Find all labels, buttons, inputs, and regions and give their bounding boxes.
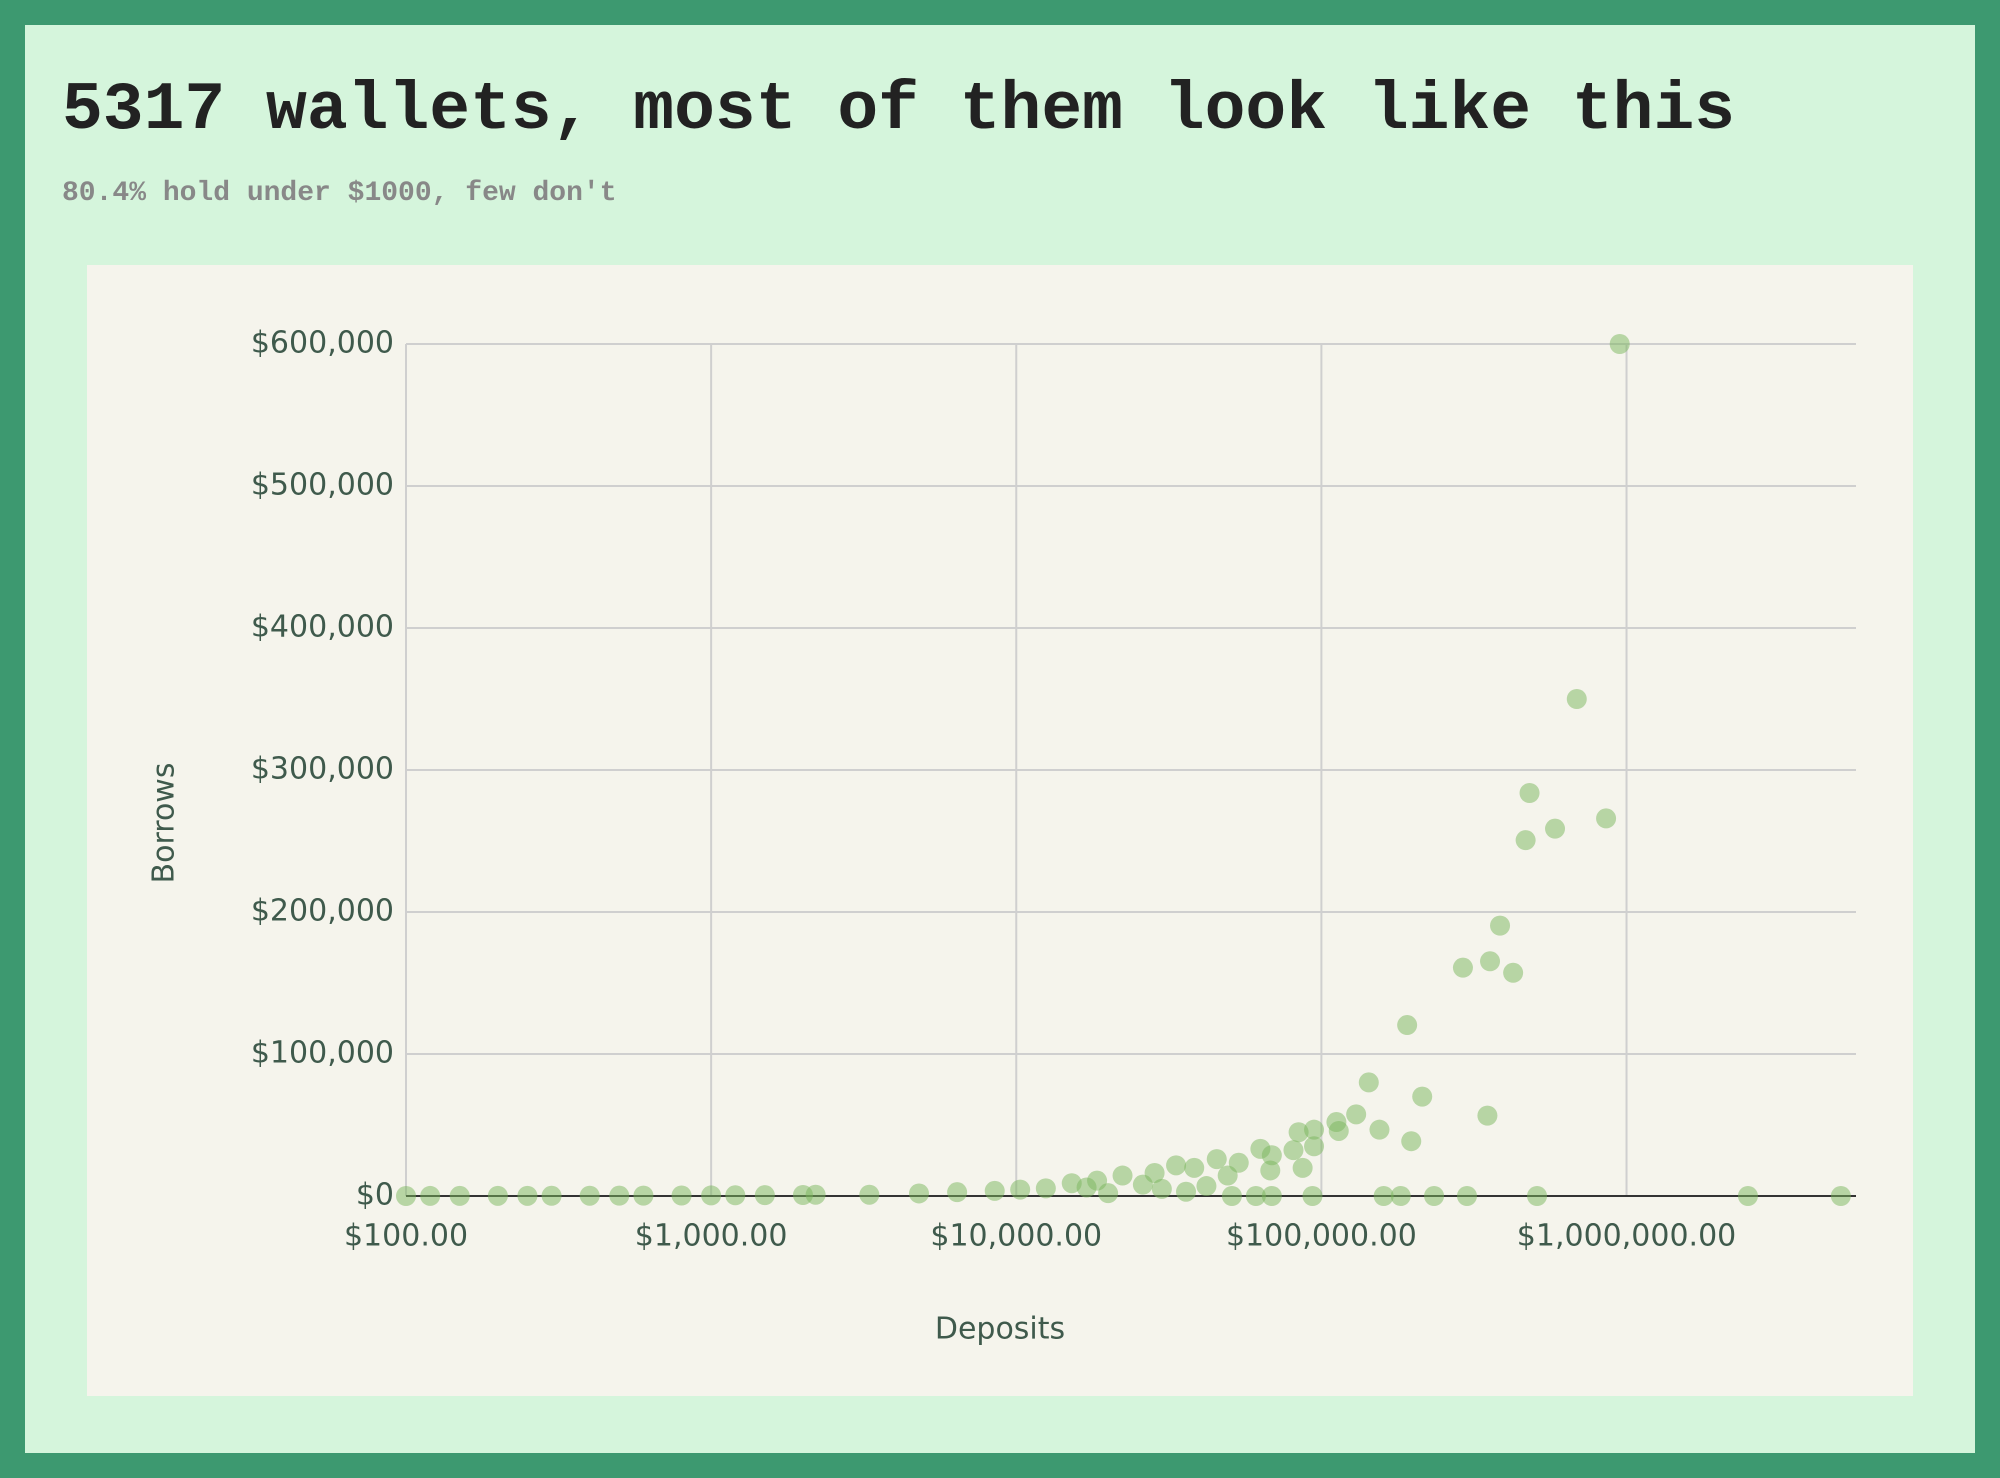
y-tick-label: $500,000 xyxy=(251,468,394,503)
point xyxy=(1452,957,1473,978)
point xyxy=(1292,1157,1313,1178)
point xyxy=(1596,808,1617,829)
point xyxy=(1184,1157,1205,1178)
point xyxy=(1261,1186,1282,1206)
y-axis-title: Borrows xyxy=(147,763,182,884)
point xyxy=(1412,1086,1433,1107)
point xyxy=(609,1185,630,1206)
point xyxy=(1010,1179,1031,1200)
point xyxy=(1358,1072,1379,1093)
point xyxy=(1221,1186,1242,1206)
point xyxy=(420,1185,441,1206)
point xyxy=(1369,1119,1390,1140)
y-tick-label: $400,000 xyxy=(251,610,394,645)
point xyxy=(1288,1122,1309,1143)
point xyxy=(1424,1186,1445,1206)
x-tick-label: $100.00 xyxy=(344,1219,468,1254)
point xyxy=(579,1185,600,1206)
y-tick-label: $100,000 xyxy=(251,1036,394,1071)
point xyxy=(1397,1015,1418,1036)
point xyxy=(1609,334,1630,354)
x-tick-label: $1,000.00 xyxy=(635,1219,788,1254)
point xyxy=(947,1182,968,1203)
point xyxy=(792,1185,813,1206)
point xyxy=(1737,1186,1758,1206)
point xyxy=(908,1183,929,1204)
point xyxy=(1390,1186,1411,1206)
point xyxy=(1196,1176,1217,1197)
x-tick-label: $10,000.00 xyxy=(930,1219,1102,1254)
y-tick-label: $300,000 xyxy=(251,752,394,787)
chart-background xyxy=(87,265,1913,1396)
point xyxy=(1477,1105,1498,1126)
point xyxy=(1490,915,1511,936)
point xyxy=(1098,1183,1119,1204)
point xyxy=(1217,1165,1238,1186)
y-tick-label: $200,000 xyxy=(251,894,394,929)
point xyxy=(487,1185,508,1206)
point xyxy=(1566,689,1587,709)
point xyxy=(754,1185,775,1206)
point xyxy=(1515,830,1536,851)
point xyxy=(1283,1140,1304,1161)
point xyxy=(1206,1149,1227,1170)
point xyxy=(1166,1155,1187,1176)
point xyxy=(1035,1178,1056,1199)
point xyxy=(1302,1186,1323,1206)
x-axis-title: Deposits xyxy=(935,1312,1065,1347)
point xyxy=(517,1185,538,1206)
point xyxy=(1260,1160,1281,1181)
point xyxy=(984,1180,1005,1201)
point xyxy=(1346,1104,1367,1125)
point xyxy=(1456,1186,1477,1206)
point xyxy=(1176,1181,1197,1202)
point xyxy=(859,1184,880,1205)
point xyxy=(1112,1165,1133,1186)
chart: Deposits Borrows $0 $100,000 $200,000 $300,… xyxy=(87,265,1913,1396)
point xyxy=(1304,1136,1325,1157)
point xyxy=(671,1185,692,1206)
point xyxy=(1401,1131,1422,1152)
point xyxy=(1304,1119,1325,1140)
point xyxy=(1503,962,1524,983)
x-tick-label: $1,000,000.00 xyxy=(1517,1219,1736,1254)
point xyxy=(1132,1174,1153,1195)
point xyxy=(1261,1145,1282,1166)
point xyxy=(1076,1177,1097,1198)
point xyxy=(1830,1186,1851,1206)
point xyxy=(1328,1120,1349,1141)
x-tick-label: $100,000.00 xyxy=(1226,1219,1417,1254)
point xyxy=(701,1185,722,1206)
point xyxy=(1373,1186,1394,1206)
point xyxy=(449,1185,470,1206)
point xyxy=(1245,1186,1266,1206)
point xyxy=(396,1186,416,1206)
point xyxy=(725,1185,746,1206)
point xyxy=(1480,951,1501,972)
title: 5317 wallets, most of them look like thi… xyxy=(62,72,1736,149)
point xyxy=(1519,783,1540,804)
point xyxy=(1527,1186,1548,1206)
y-tick-label: $0 xyxy=(356,1178,394,1213)
subtitle: 80.4% hold under $1000, few don't xyxy=(62,178,617,209)
point xyxy=(1151,1178,1172,1199)
point xyxy=(1545,818,1566,839)
point xyxy=(541,1185,562,1206)
y-tick-label: $600,000 xyxy=(251,326,394,361)
point xyxy=(633,1185,654,1206)
